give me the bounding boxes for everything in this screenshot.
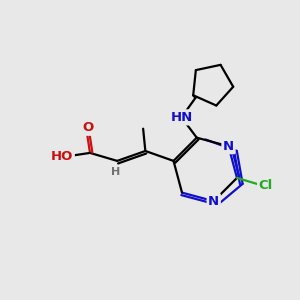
Text: O: O (82, 121, 94, 134)
Text: HO: HO (51, 150, 73, 163)
Text: Cl: Cl (259, 179, 273, 192)
Text: N: N (208, 195, 219, 208)
Text: HN: HN (170, 111, 193, 124)
Text: H: H (111, 167, 120, 177)
Text: N: N (223, 140, 234, 153)
